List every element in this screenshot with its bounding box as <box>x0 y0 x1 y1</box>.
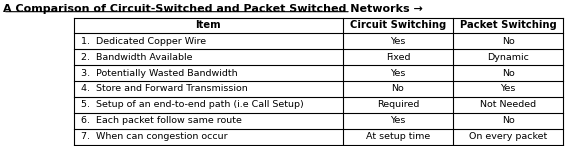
Text: 4.  Store and Forward Transmission: 4. Store and Forward Transmission <box>81 85 248 93</box>
Text: Packet Switching: Packet Switching <box>460 20 556 31</box>
Text: On every packet: On every packet <box>469 132 547 141</box>
Text: 5.  Setup of an end-to-end path (i.e Call Setup): 5. Setup of an end-to-end path (i.e Call… <box>81 100 304 109</box>
Text: Required: Required <box>377 100 419 109</box>
Text: Yes: Yes <box>500 85 516 93</box>
Text: No: No <box>392 85 404 93</box>
Text: Yes: Yes <box>390 116 406 125</box>
Text: Dynamic: Dynamic <box>487 53 529 62</box>
Text: 1.  Dedicated Copper Wire: 1. Dedicated Copper Wire <box>81 37 206 46</box>
Text: Yes: Yes <box>390 37 406 46</box>
Text: A Comparison of Circuit-Switched and Packet Switched Networks →: A Comparison of Circuit-Switched and Pac… <box>3 4 423 14</box>
Text: 6.  Each packet follow same route: 6. Each packet follow same route <box>81 116 242 125</box>
Text: Fixed: Fixed <box>385 53 410 62</box>
Text: 7.  When can congestion occur: 7. When can congestion occur <box>81 132 228 141</box>
Text: Yes: Yes <box>390 69 406 78</box>
Text: Item: Item <box>195 20 221 31</box>
Text: 3.  Potentially Wasted Bandwidth: 3. Potentially Wasted Bandwidth <box>81 69 238 78</box>
Text: Circuit Switching: Circuit Switching <box>350 20 446 31</box>
Text: Not Needed: Not Needed <box>480 100 536 109</box>
Text: 2.  Bandwidth Available: 2. Bandwidth Available <box>81 53 192 62</box>
Text: No: No <box>501 116 514 125</box>
Text: At setup time: At setup time <box>366 132 430 141</box>
Text: No: No <box>501 37 514 46</box>
Text: No: No <box>501 69 514 78</box>
